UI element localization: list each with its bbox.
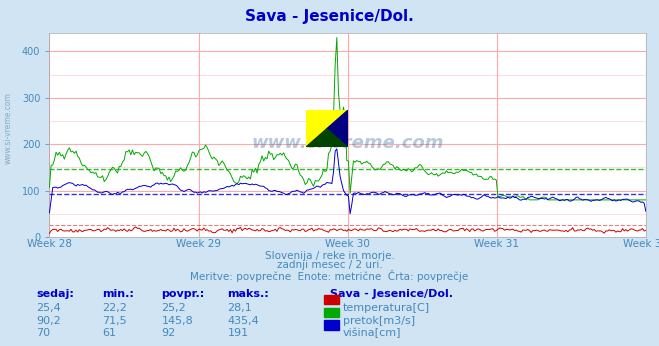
Text: Sava - Jesenice/Dol.: Sava - Jesenice/Dol. — [330, 289, 453, 299]
Text: maks.:: maks.: — [227, 289, 269, 299]
Text: Week 31: Week 31 — [474, 239, 519, 249]
Text: zadnji mesec / 2 uri.: zadnji mesec / 2 uri. — [277, 260, 382, 270]
Text: temperatura[C]: temperatura[C] — [343, 303, 430, 313]
Polygon shape — [327, 110, 348, 147]
Text: 25,4: 25,4 — [36, 303, 61, 313]
Text: www.si-vreme.com: www.si-vreme.com — [251, 134, 444, 152]
Text: Slovenija / reke in morje.: Slovenija / reke in morje. — [264, 251, 395, 261]
Text: višina[cm]: višina[cm] — [343, 328, 401, 338]
Text: Week 32: Week 32 — [623, 239, 659, 249]
Text: 70: 70 — [36, 328, 50, 338]
Text: 25,2: 25,2 — [161, 303, 186, 313]
Text: 22,2: 22,2 — [102, 303, 127, 313]
Text: Week 30: Week 30 — [325, 239, 370, 249]
Text: 28,1: 28,1 — [227, 303, 252, 313]
Text: 145,8: 145,8 — [161, 316, 193, 326]
Text: 191: 191 — [227, 328, 248, 338]
Text: Week 29: Week 29 — [176, 239, 221, 249]
Text: Meritve: povprečne  Enote: metrične  Črta: povprečje: Meritve: povprečne Enote: metrične Črta:… — [190, 270, 469, 282]
Text: Sava - Jesenice/Dol.: Sava - Jesenice/Dol. — [245, 9, 414, 24]
Text: min.:: min.: — [102, 289, 134, 299]
Text: 71,5: 71,5 — [102, 316, 127, 326]
Text: www.si-vreme.com: www.si-vreme.com — [3, 92, 13, 164]
Polygon shape — [306, 110, 348, 147]
Polygon shape — [306, 110, 327, 147]
Text: povpr.:: povpr.: — [161, 289, 205, 299]
Text: sedaj:: sedaj: — [36, 289, 74, 299]
Text: 435,4: 435,4 — [227, 316, 259, 326]
Text: Week 28: Week 28 — [27, 239, 72, 249]
Polygon shape — [306, 129, 348, 147]
Text: 90,2: 90,2 — [36, 316, 61, 326]
Text: 92: 92 — [161, 328, 176, 338]
Text: 61: 61 — [102, 328, 116, 338]
Polygon shape — [306, 110, 348, 129]
Text: pretok[m3/s]: pretok[m3/s] — [343, 316, 415, 326]
